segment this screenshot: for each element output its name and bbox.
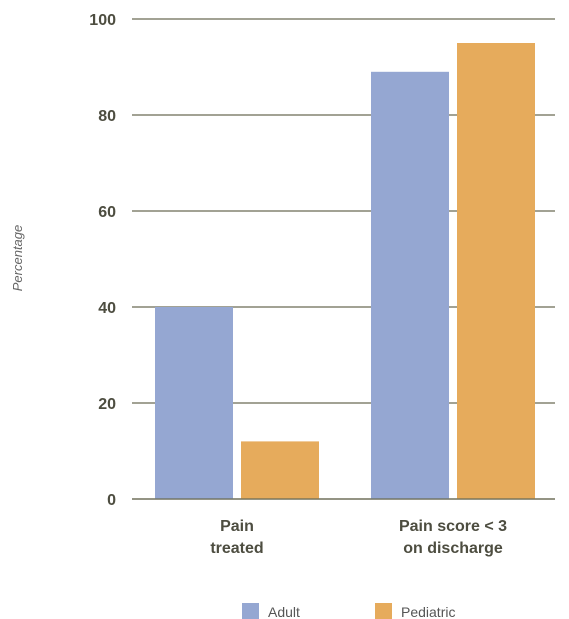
bar-adult-1 xyxy=(371,71,449,500)
category-label: treated xyxy=(210,540,263,557)
y-tick-label: 40 xyxy=(98,300,116,317)
y-tick-label: 0 xyxy=(107,492,116,509)
category-labels: Pain treated Pain score < 3 on discharge xyxy=(210,518,507,557)
legend-swatch-pediatric xyxy=(375,603,392,619)
legend: Adult Pediatric xyxy=(242,603,455,619)
bars xyxy=(132,43,555,500)
category-label: Pain score < 3 xyxy=(399,518,507,535)
bar-pediatric-1 xyxy=(457,43,535,499)
legend-swatch-adult xyxy=(242,603,259,619)
y-tick-label: 20 xyxy=(98,396,116,413)
y-tick-label: 60 xyxy=(98,204,116,221)
category-label: Pain xyxy=(220,518,254,535)
y-tick-label: 100 xyxy=(89,12,116,29)
legend-label-adult: Adult xyxy=(268,604,300,619)
legend-label-pediatric: Pediatric xyxy=(401,604,455,619)
bar-pediatric-0 xyxy=(241,441,319,499)
bar-adult-0 xyxy=(155,307,233,499)
category-label: on discharge xyxy=(403,540,503,557)
y-tick-label: 80 xyxy=(98,108,116,125)
y-tick-labels: 0 20 40 60 80 100 xyxy=(89,12,116,509)
y-axis-label: Percentage xyxy=(10,225,25,292)
